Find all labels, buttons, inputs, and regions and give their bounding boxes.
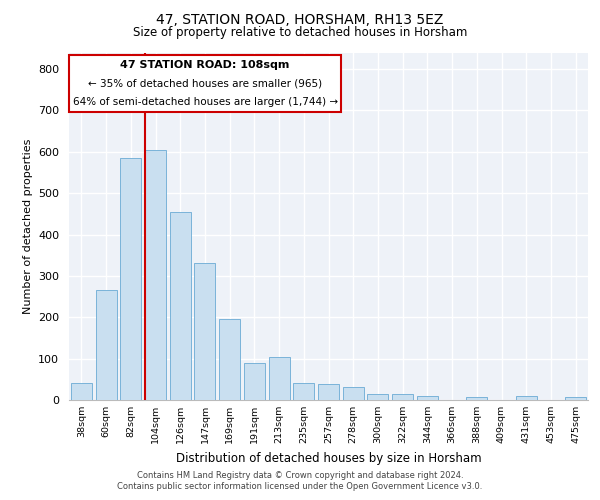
Bar [343,387,364,400]
Bar [516,396,537,400]
FancyBboxPatch shape [70,54,341,112]
Text: Size of property relative to detached houses in Horsham: Size of property relative to detached ho… [133,26,467,39]
Bar [194,264,215,400]
Bar [293,382,314,400]
Bar [466,396,487,400]
Bar [565,396,586,400]
Text: Contains public sector information licensed under the Open Government Licence v3: Contains public sector information licen… [118,482,482,491]
Text: 64% of semi-detached houses are larger (1,744) →: 64% of semi-detached houses are larger (… [73,96,338,106]
Bar [318,384,339,400]
Text: Contains HM Land Registry data © Crown copyright and database right 2024.: Contains HM Land Registry data © Crown c… [137,471,463,480]
Bar [269,358,290,400]
Bar [244,363,265,400]
Bar [95,290,116,400]
Bar [71,384,92,400]
X-axis label: Distribution of detached houses by size in Horsham: Distribution of detached houses by size … [176,452,481,464]
Bar [367,394,388,400]
Text: 47, STATION ROAD, HORSHAM, RH13 5EZ: 47, STATION ROAD, HORSHAM, RH13 5EZ [157,12,443,26]
Y-axis label: Number of detached properties: Number of detached properties [23,138,32,314]
Bar [392,394,413,400]
Bar [417,396,438,400]
Text: ← 35% of detached houses are smaller (965): ← 35% of detached houses are smaller (96… [88,78,322,88]
Bar [120,158,141,400]
Bar [170,212,191,400]
Text: 47 STATION ROAD: 108sqm: 47 STATION ROAD: 108sqm [121,60,290,70]
Bar [219,320,240,400]
Bar [145,150,166,400]
